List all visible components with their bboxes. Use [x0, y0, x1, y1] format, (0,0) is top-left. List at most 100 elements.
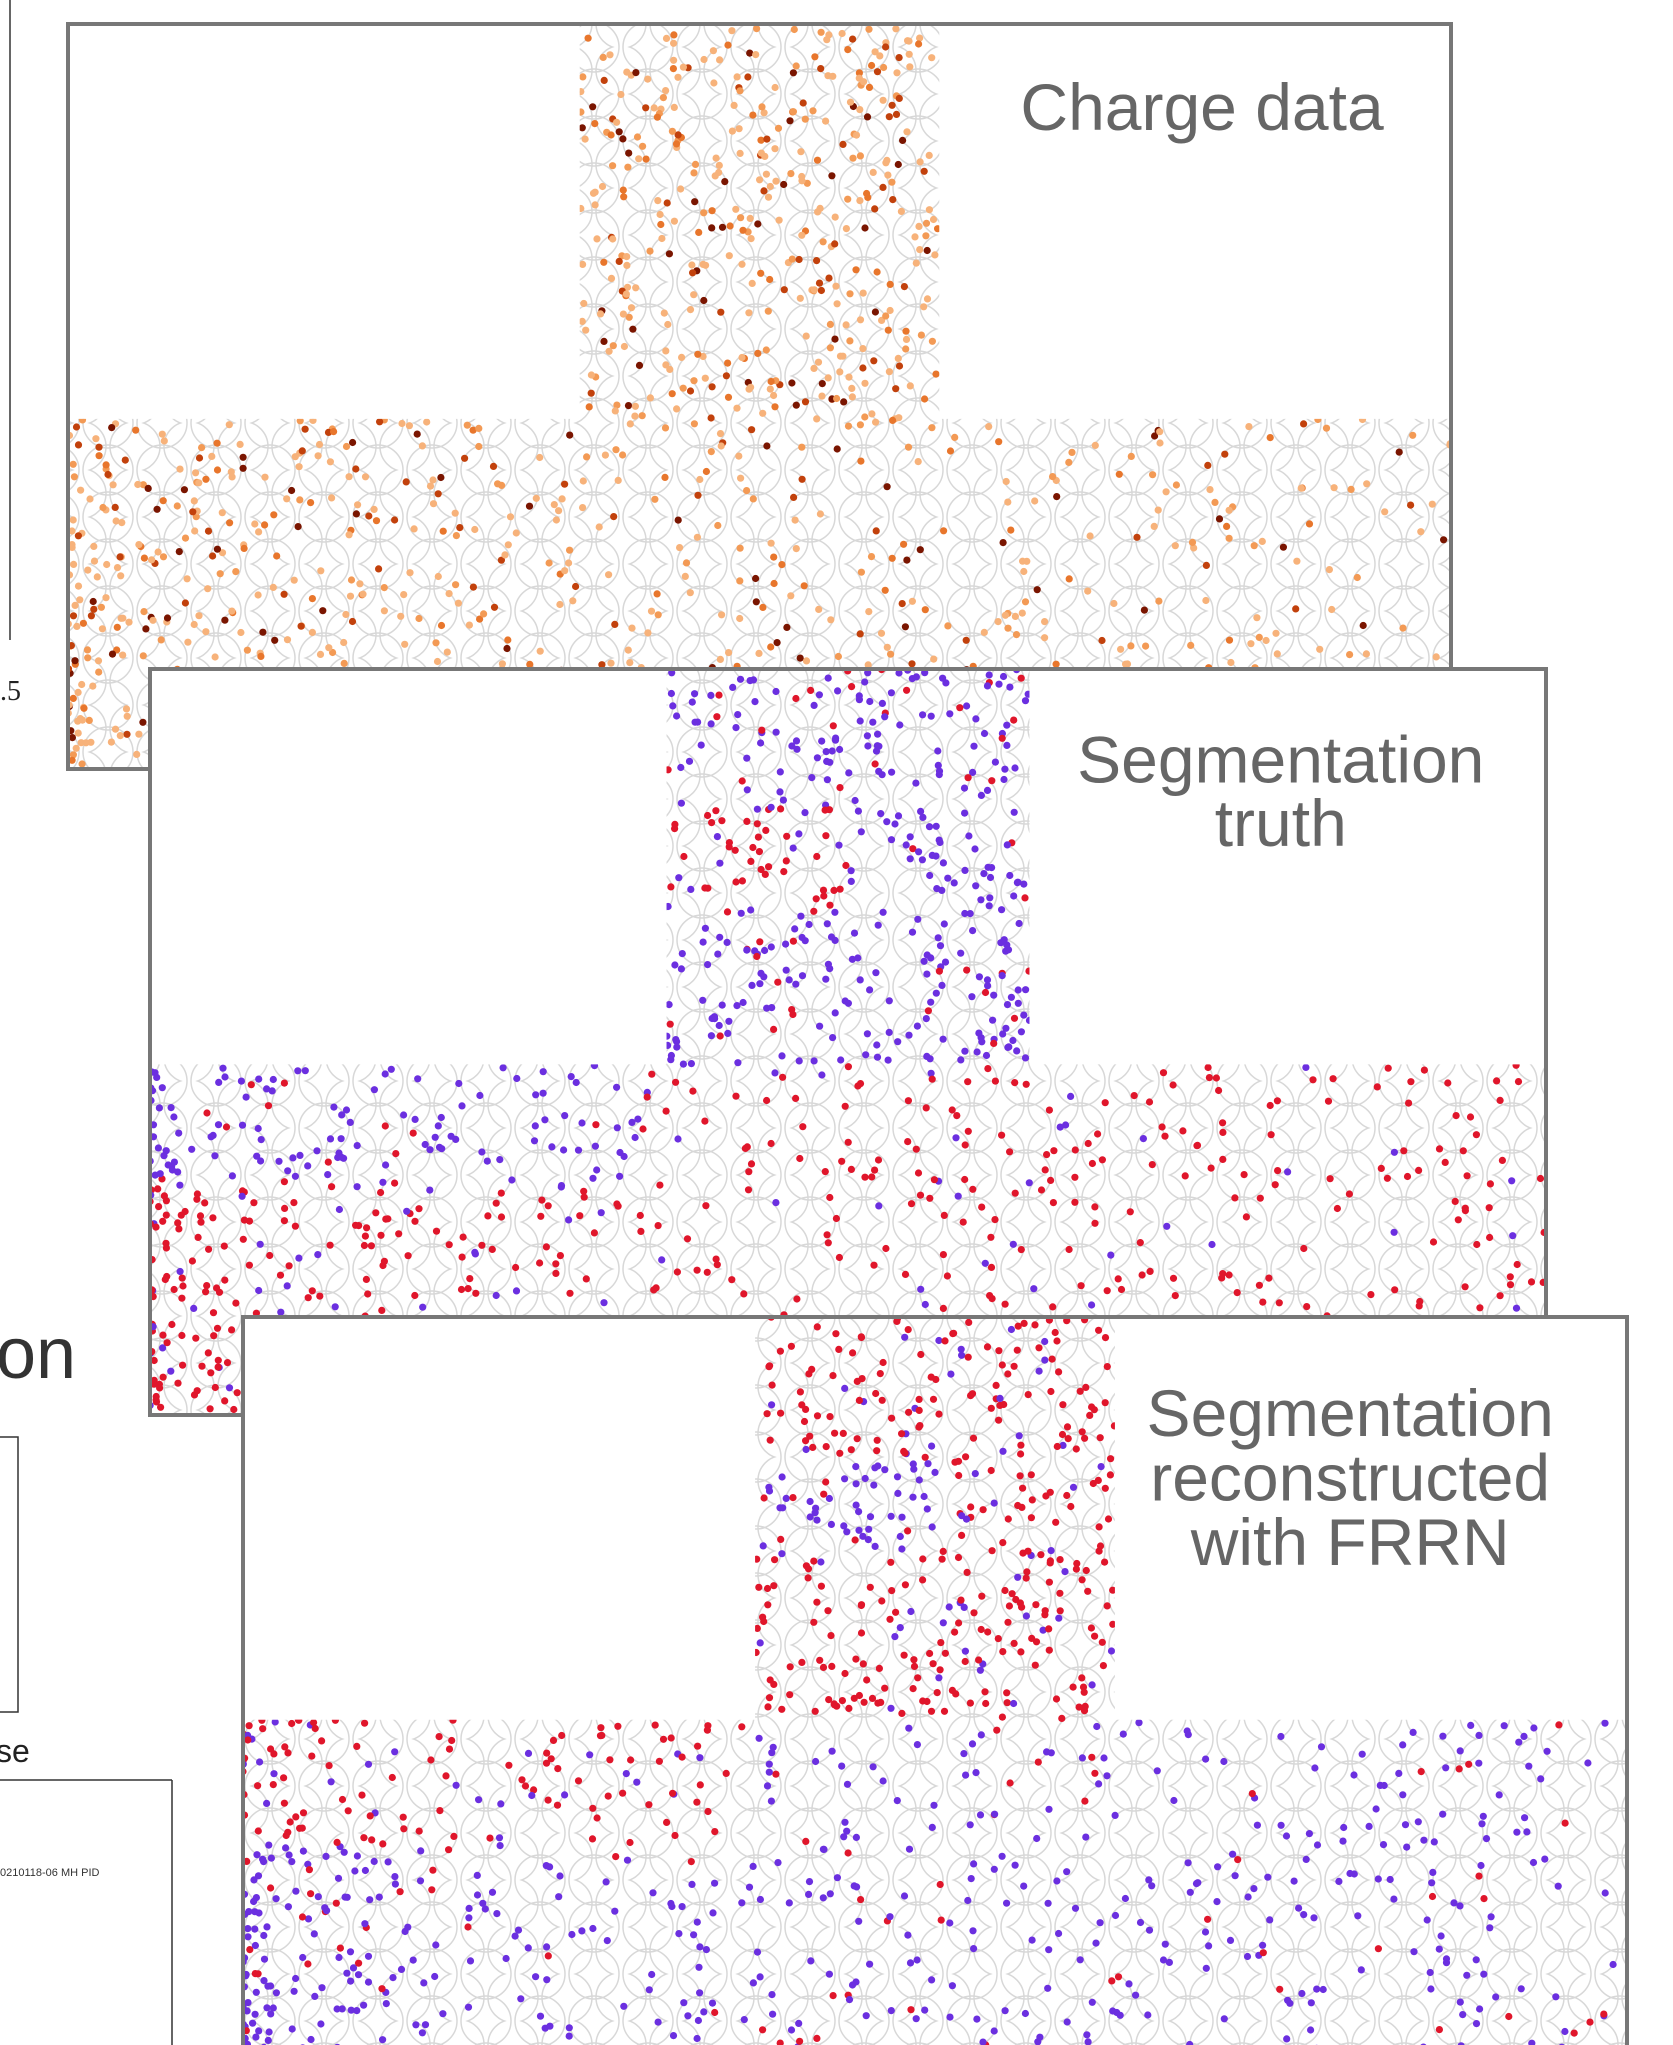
hit-dot: [1015, 1323, 1022, 1330]
hit-dot: [978, 1038, 985, 1045]
hit-dot: [967, 1700, 974, 1707]
hit-dot: [1227, 659, 1234, 666]
hit-dot: [1276, 1299, 1283, 1306]
hit-dot: [740, 1290, 747, 1297]
hit-dot: [73, 423, 80, 430]
hit-dot: [1108, 1647, 1115, 1654]
hit-dot: [1232, 1872, 1239, 1879]
hit-dot: [289, 2025, 296, 2032]
hit-dot: [772, 178, 779, 185]
hit-dot: [1159, 1123, 1166, 1130]
hit-dot: [110, 481, 117, 488]
hit-dot: [844, 1781, 851, 1788]
hit-dot: [956, 704, 963, 711]
hit-dot: [679, 1903, 686, 1910]
hit-dot: [448, 1133, 455, 1140]
hit-dot: [102, 594, 109, 601]
hit-dot: [616, 1173, 623, 1180]
hit-dot: [907, 855, 914, 862]
hit-dot: [793, 746, 800, 753]
hit-dot: [484, 1212, 491, 1219]
hit-dot: [578, 1927, 585, 1934]
hit-dot: [783, 967, 790, 974]
hit-dot: [825, 275, 832, 282]
hit-dot: [561, 1112, 568, 1119]
hit-dot: [1358, 1966, 1365, 1973]
hit-dot: [1204, 1916, 1211, 1923]
hit-dot: [929, 1824, 936, 1831]
hit-dot: [913, 260, 920, 267]
hit-dot: [926, 823, 933, 830]
hit-dot: [1300, 1911, 1307, 1918]
hit-dot: [365, 1953, 372, 1960]
hit-dot: [178, 1295, 185, 1302]
event-panel: Charge data: [64, 24, 1453, 772]
hit-dot: [936, 837, 943, 844]
hit-dot: [1094, 1130, 1101, 1137]
hit-dot: [504, 636, 511, 643]
hit-dot: [1306, 520, 1313, 527]
hit-dot: [848, 683, 855, 690]
hit-dot: [202, 476, 209, 483]
hit-dot: [1480, 1971, 1487, 1978]
hit-dot: [822, 1478, 829, 1485]
hit-dot: [1310, 1914, 1317, 1921]
hit-dot: [228, 608, 235, 615]
hit-dot: [1509, 1232, 1516, 1239]
hit-dot: [839, 353, 846, 360]
hit-dot: [1005, 946, 1012, 953]
hit-dot: [969, 927, 976, 934]
hit-dot: [263, 1923, 270, 1930]
hit-dot: [1243, 1213, 1250, 1220]
hit-dot: [1006, 684, 1013, 691]
hit-dot: [783, 1495, 790, 1502]
hit-dot: [75, 532, 82, 539]
hit-dot: [379, 1179, 386, 1186]
hit-dot: [826, 1194, 833, 1201]
hit-dot: [1053, 661, 1060, 668]
hit-dot: [967, 1821, 974, 1828]
hit-dot: [822, 118, 829, 125]
hit-dot: [677, 185, 684, 192]
hit-dot: [1068, 449, 1075, 456]
hit-dot: [1189, 539, 1196, 546]
hit-dot: [811, 1057, 818, 1064]
hit-dot: [969, 1390, 976, 1397]
hit-dot: [438, 1114, 445, 1121]
hit-dot: [157, 1170, 164, 1177]
hit-dot: [458, 1102, 465, 1109]
hit-dot: [403, 478, 410, 485]
hit-dot: [926, 872, 933, 879]
hit-dot: [250, 1876, 257, 1883]
hit-dot: [651, 496, 658, 503]
hit-dot: [496, 1834, 503, 1841]
hit-dot: [774, 979, 781, 986]
hit-dot: [867, 1513, 874, 1520]
hit-dot: [939, 1556, 946, 1563]
hit-dot: [769, 2011, 776, 2018]
hit-dot: [977, 1667, 984, 1674]
hit-dot: [383, 2000, 390, 2007]
hit-dot: [690, 291, 697, 298]
hit-dot: [914, 1741, 921, 1748]
hit-dot: [1034, 586, 1041, 593]
hit-dot: [754, 806, 761, 813]
hit-dot: [292, 1813, 299, 1820]
hit-dot: [287, 1818, 294, 1825]
hit-dot: [1003, 478, 1010, 485]
hit-dot: [818, 393, 825, 400]
hit-dot: [632, 69, 639, 76]
hit-dot: [221, 617, 228, 624]
hit-dot: [982, 1260, 989, 1267]
hit-dot: [525, 1944, 532, 1951]
hit-dot: [907, 2006, 914, 2013]
hit-dot: [1436, 1946, 1443, 1953]
hit-dot: [907, 382, 914, 389]
hit-dot: [1399, 1741, 1406, 1748]
event-panel: Segmentationtruth: [147, 666, 1548, 1417]
hit-dot: [515, 1927, 522, 1934]
hit-dot: [360, 1834, 367, 1841]
hit-dot: [1170, 1797, 1177, 1804]
hit-dot: [881, 713, 888, 720]
hit-dot: [255, 591, 262, 598]
